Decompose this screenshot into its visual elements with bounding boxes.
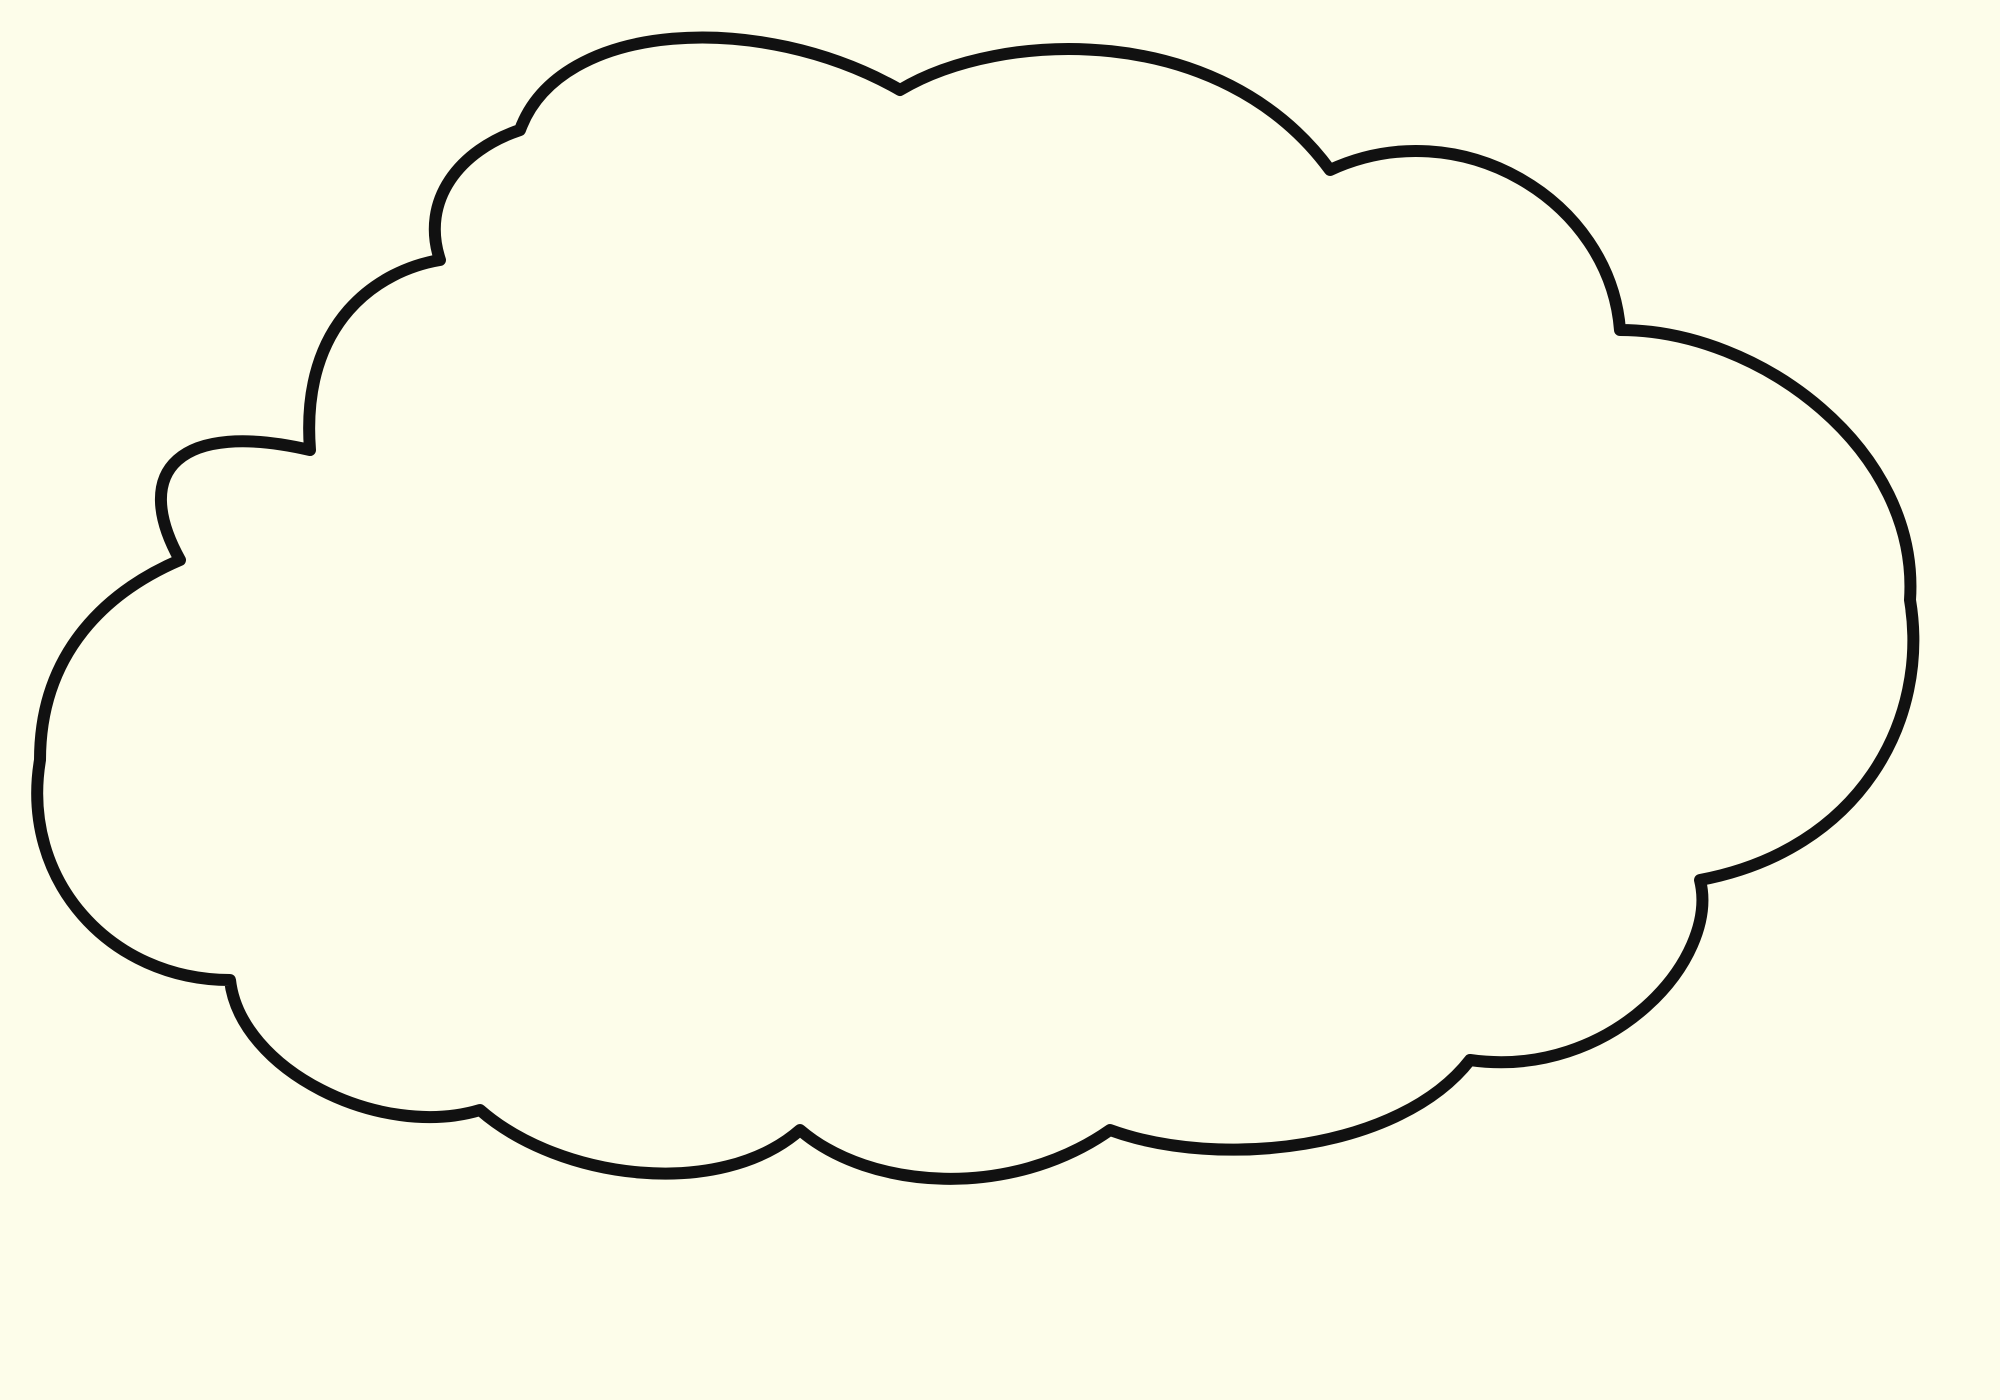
cloud-shape xyxy=(31,31,1920,1185)
